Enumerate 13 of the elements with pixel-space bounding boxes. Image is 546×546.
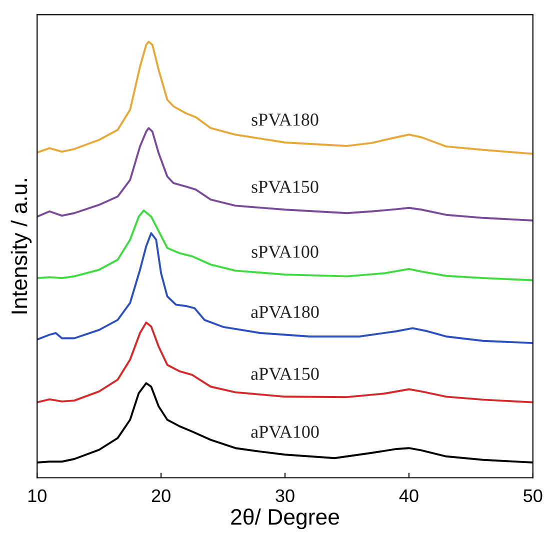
x-axis-title: 2θ/ Degree	[231, 508, 340, 530]
x-tick-label: 50	[524, 489, 542, 502]
series-label: aPVA150	[251, 368, 319, 380]
x-tick-label: 20	[152, 489, 170, 502]
series-label: sPVA150	[252, 180, 318, 193]
y-axis-title: Intensity / a.u.	[10, 179, 32, 314]
series-label: sPVA180	[252, 114, 318, 126]
x-tick-label: 30	[276, 489, 294, 502]
series-label: sPVA100	[252, 246, 318, 258]
x-tick-label: 40	[399, 489, 418, 502]
x-tick-label: 10	[28, 489, 46, 502]
series-label: aPVA100	[251, 426, 319, 438]
series-label: aPVA180	[251, 306, 319, 318]
